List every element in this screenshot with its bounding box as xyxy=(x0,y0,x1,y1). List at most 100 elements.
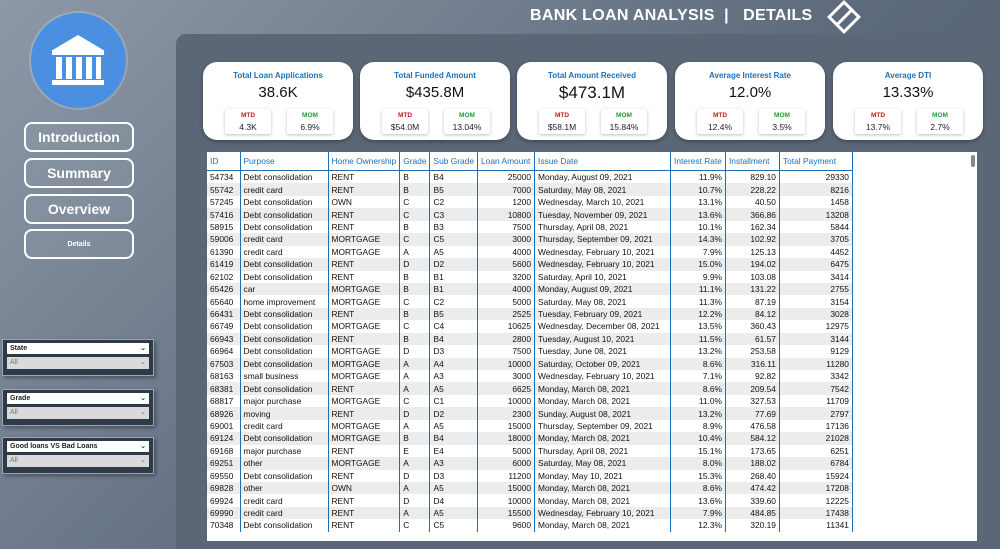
table-row[interactable]: 67503 Debt consolidation MORTGAGE A A4 10000 S… xyxy=(207,357,853,370)
state-slicer-label: State xyxy=(10,345,28,352)
table-row[interactable]: 69001 credit card MORTGAGE A A5 15000 Thursday… xyxy=(207,419,853,433)
column-header[interactable]: Installment xyxy=(725,152,780,171)
table-row[interactable]: 66749 Debt consolidation MORTGAGE C C4 10625 W… xyxy=(207,320,853,333)
loan-details-table[interactable]: ID Purpose Home Ownership Grade Sub Grade Loa… xyxy=(207,152,977,541)
column-header[interactable]: ID xyxy=(207,152,241,171)
table-row[interactable]: 62102 Debt consolidation RENT B B1 3200 Saturd… xyxy=(207,270,853,283)
table-cell: 3705 xyxy=(779,233,853,246)
table-cell: Tuesday, November 09, 2021 xyxy=(534,208,671,221)
nav-overview-button[interactable]: Overview xyxy=(24,194,134,224)
column-header[interactable]: Home Ownership xyxy=(328,152,401,171)
table-row[interactable]: 55742 credit card RENT B B5 7000 Saturday, May… xyxy=(207,183,853,196)
table-row[interactable]: 61390 credit card MORTGAGE A A5 4000 Wednesday… xyxy=(207,245,853,259)
table-cell: Thursday, September 09, 2021 xyxy=(534,233,671,246)
table-row[interactable]: 68817 major purchase MORTGAGE C C1 10000 Monda… xyxy=(207,394,853,408)
column-header[interactable]: Purpose xyxy=(240,152,329,171)
table-cell: 2525 xyxy=(477,307,535,321)
mtd-label: MTD xyxy=(712,112,728,119)
kpi-mom-box: MOM 2.7% xyxy=(917,109,963,134)
chevron-down-icon: ⌄ xyxy=(140,345,146,352)
table-cell: other xyxy=(240,457,329,470)
table-cell: MORTGAGE xyxy=(328,233,401,246)
table-cell: 3154 xyxy=(779,295,853,308)
table-row[interactable]: 54734 Debt consolidation RENT B B4 25000 Monda… xyxy=(207,170,853,184)
column-header[interactable]: Total Payment xyxy=(779,152,853,171)
table-cell: A xyxy=(399,506,431,520)
mom-label: MOM xyxy=(302,112,318,119)
table-cell: RENT xyxy=(328,270,401,283)
table-row[interactable]: 59006 credit card MORTGAGE C C5 3000 Thursday,… xyxy=(207,233,853,246)
table-cell: RENT xyxy=(328,382,401,395)
table-cell: Monday, March 08, 2021 xyxy=(534,382,671,395)
table-row[interactable]: 57245 Debt consolidation OWN C C2 1200 Wednesd… xyxy=(207,195,853,209)
table-cell: 10000 xyxy=(477,394,535,408)
table-cell: Debt consolidation xyxy=(240,469,329,482)
table-cell: RENT xyxy=(328,332,401,346)
diamond-icon[interactable] xyxy=(827,0,861,34)
table-cell: Debt consolidation xyxy=(240,332,329,346)
table-row[interactable]: 69168 major purchase RENT E E4 5000 Thursday, … xyxy=(207,444,853,458)
table-row[interactable]: 69124 Debt consolidation MORTGAGE B B4 18000 M… xyxy=(207,432,853,445)
table-cell: 2797 xyxy=(779,407,853,420)
page-title: BANK LOAN ANALYSIS | DETAILS xyxy=(530,7,813,24)
table-row[interactable]: 68926 moving RENT D D2 2300 Sunday, August 08,… xyxy=(207,407,853,420)
table-row[interactable]: 70348 Debt consolidation RENT C C5 9600 Monday… xyxy=(207,519,853,532)
table-cell: Debt consolidation xyxy=(240,382,329,395)
mtd-label: MTD xyxy=(397,112,413,119)
table-scrollbar[interactable] xyxy=(971,155,975,167)
table-cell: 10.7% xyxy=(670,183,726,196)
state-dropdown[interactable]: All ⌄ xyxy=(7,357,149,369)
state-slicer[interactable]: State ⌄ All ⌄ xyxy=(2,339,154,376)
table-cell: credit card xyxy=(240,183,329,196)
table-cell: C xyxy=(399,195,431,209)
table-cell: Monday, March 08, 2021 xyxy=(534,519,671,532)
table-cell: Tuesday, June 08, 2021 xyxy=(534,345,671,358)
state-slicer-header: State ⌄ xyxy=(7,343,149,354)
table-cell: credit card xyxy=(240,506,329,520)
column-header[interactable]: Interest Rate xyxy=(670,152,726,171)
table-cell: Debt consolidation xyxy=(240,432,329,445)
table-row[interactable]: 66943 Debt consolidation RENT B B4 2800 Tuesda… xyxy=(207,332,853,346)
column-header[interactable]: Loan Amount xyxy=(477,152,535,171)
table-row[interactable]: 66431 Debt consolidation RENT B B5 2525 Tuesda… xyxy=(207,307,853,321)
table-row[interactable]: 68163 small business MORTGAGE A A3 3000 Wednes… xyxy=(207,370,853,383)
table-cell: Wednesday, February 10, 2021 xyxy=(534,370,671,383)
grade-slicer[interactable]: Grade ⌄ All ⌄ xyxy=(2,389,154,426)
mom-value: 15.84% xyxy=(609,122,639,132)
table-row[interactable]: 58915 Debt consolidation RENT B B3 7500 Thursd… xyxy=(207,220,853,234)
loan-type-slicer[interactable]: Good loans VS Bad Loans ⌄ All ⌄ xyxy=(2,437,154,474)
kpi-total-funded-amount: Total Funded Amount $435.8M MTD $54.0M M… xyxy=(360,62,510,140)
table-cell: home improvement xyxy=(240,295,329,308)
table-row[interactable]: 68381 Debt consolidation RENT A A5 6625 Monday… xyxy=(207,382,853,395)
table-row[interactable]: 69550 Debt consolidation RENT D D3 11200 Monda… xyxy=(207,469,853,482)
grade-dropdown[interactable]: All ⌄ xyxy=(7,407,149,419)
column-header[interactable]: Sub Grade xyxy=(429,152,478,171)
nav-introduction-button[interactable]: Introduction xyxy=(24,122,134,152)
table-cell: 13.6% xyxy=(670,208,726,221)
table-row[interactable]: 65426 car MORTGAGE B B1 4000 Monday, August 09… xyxy=(207,282,853,296)
table-row[interactable]: 66964 Debt consolidation MORTGAGE D D3 7500 Tu… xyxy=(207,345,853,358)
table-row[interactable]: 69828 other OWN A A5 15000 Monday, March 08, 2… xyxy=(207,481,853,495)
table-cell: 66943 xyxy=(207,332,241,346)
table-cell: 69168 xyxy=(207,444,241,458)
loan-type-dropdown[interactable]: All ⌄ xyxy=(7,455,149,467)
table-cell: other xyxy=(240,481,329,495)
table-row[interactable]: 69251 other MORTGAGE A A3 6000 Saturday, May 0… xyxy=(207,457,853,470)
table-row[interactable]: 69990 credit card RENT A A5 15500 Wednesday, F… xyxy=(207,506,853,520)
table-cell: 12225 xyxy=(779,494,853,507)
column-header[interactable]: Issue Date xyxy=(534,152,671,171)
mom-value: 3.5% xyxy=(772,122,792,132)
table-cell: B xyxy=(399,170,431,184)
table-cell: 6784 xyxy=(779,457,853,470)
nav-summary-button[interactable]: Summary xyxy=(24,158,134,188)
table-cell: 9.9% xyxy=(670,270,726,283)
table-row[interactable]: 65640 home improvement MORTGAGE C C2 5000 Satu… xyxy=(207,295,853,308)
table-row[interactable]: 57416 Debt consolidation RENT C C3 10800 Tuesd… xyxy=(207,208,853,221)
table-cell: MORTGAGE xyxy=(328,245,401,259)
nav-details-button[interactable]: Details xyxy=(24,229,134,259)
column-header[interactable]: Grade xyxy=(399,152,431,171)
table-row[interactable]: 61419 Debt consolidation RENT D D2 5600 Wednes… xyxy=(207,258,853,271)
table-cell: 61.57 xyxy=(725,332,780,346)
table-row[interactable]: 69924 credit card RENT D D4 10000 Monday, Marc… xyxy=(207,494,853,507)
table-cell: 131.22 xyxy=(725,282,780,296)
